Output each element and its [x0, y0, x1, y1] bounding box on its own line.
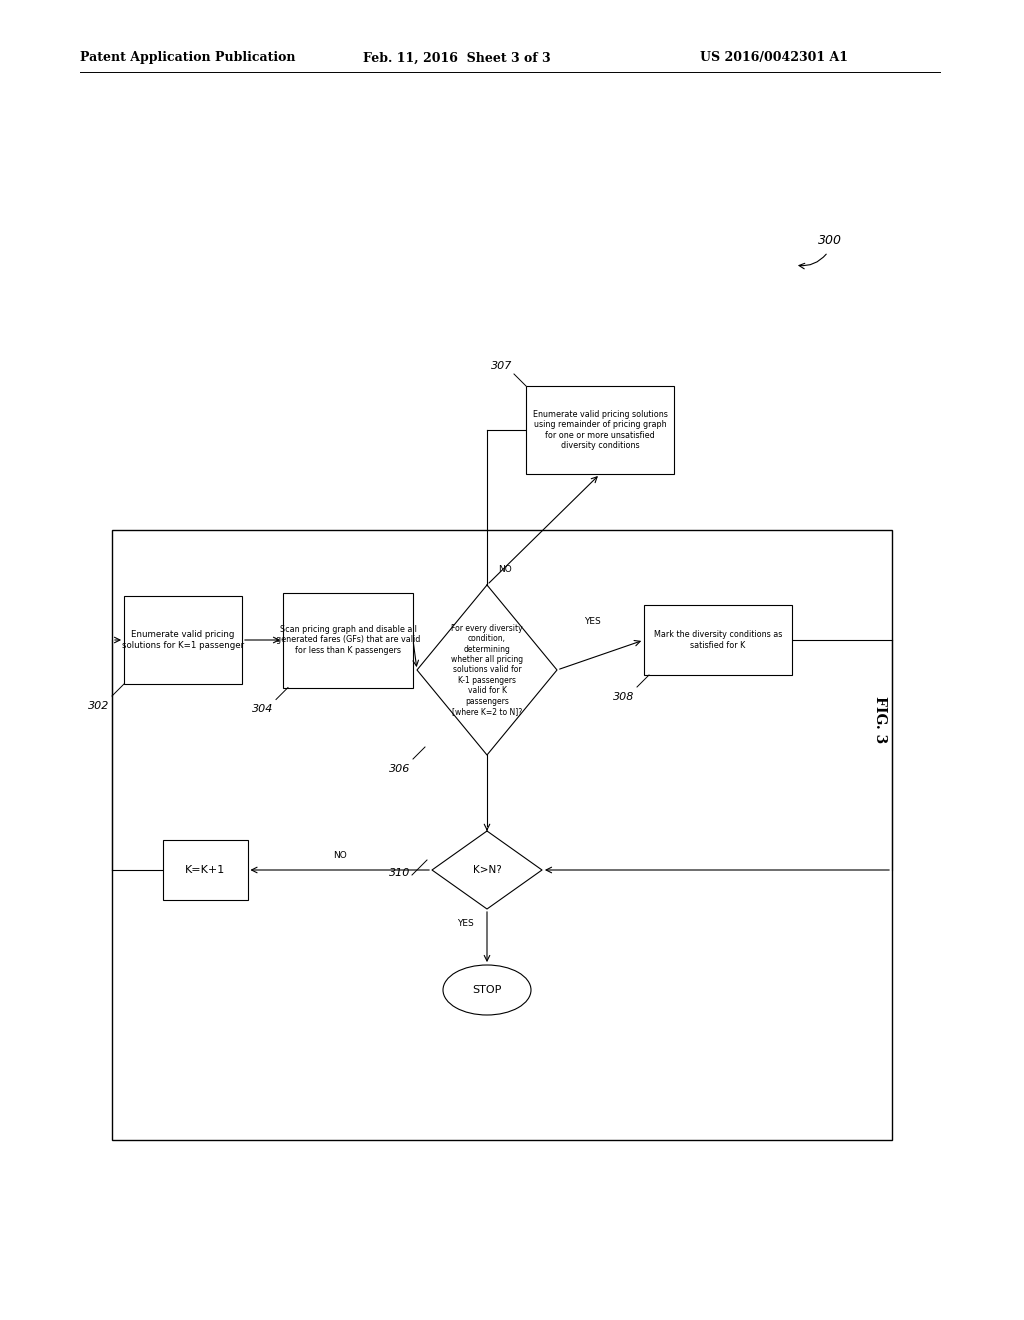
- Text: Enumerate valid pricing solutions
using remainder of pricing graph
for one or mo: Enumerate valid pricing solutions using …: [532, 411, 668, 450]
- Text: YES: YES: [584, 618, 600, 627]
- Text: 310: 310: [389, 869, 410, 878]
- FancyBboxPatch shape: [163, 840, 248, 900]
- Text: YES: YES: [457, 919, 473, 928]
- Text: 308: 308: [612, 692, 634, 702]
- Polygon shape: [417, 585, 557, 755]
- FancyBboxPatch shape: [644, 605, 792, 675]
- Text: 307: 307: [490, 360, 512, 371]
- Text: Patent Application Publication: Patent Application Publication: [80, 51, 296, 65]
- FancyBboxPatch shape: [283, 593, 413, 688]
- Text: Feb. 11, 2016  Sheet 3 of 3: Feb. 11, 2016 Sheet 3 of 3: [362, 51, 551, 65]
- Text: K=K+1: K=K+1: [185, 865, 225, 875]
- Text: 304: 304: [252, 705, 273, 714]
- Text: US 2016/0042301 A1: US 2016/0042301 A1: [700, 51, 848, 65]
- Ellipse shape: [443, 965, 531, 1015]
- Polygon shape: [432, 832, 542, 909]
- Text: 306: 306: [389, 764, 410, 774]
- Text: NO: NO: [333, 851, 347, 861]
- Text: Enumerate valid pricing
solutions for K=1 passenger: Enumerate valid pricing solutions for K=…: [122, 630, 244, 649]
- Text: NO: NO: [498, 565, 512, 574]
- Text: K>N?: K>N?: [473, 865, 502, 875]
- Text: For every diversity
condition,
determining
whether all pricing
solutions valid f: For every diversity condition, determini…: [451, 624, 523, 715]
- FancyBboxPatch shape: [526, 385, 674, 474]
- Text: FIG. 3: FIG. 3: [873, 697, 887, 743]
- Text: 300: 300: [818, 234, 842, 247]
- Text: Mark the diversity conditions as
satisfied for K: Mark the diversity conditions as satisfi…: [653, 630, 782, 649]
- Text: STOP: STOP: [472, 985, 502, 995]
- Text: Scan pricing graph and disable all
generated fares (GFs) that are valid
for less: Scan pricing graph and disable all gener…: [275, 626, 420, 655]
- Text: 302: 302: [88, 701, 109, 711]
- FancyBboxPatch shape: [124, 597, 242, 684]
